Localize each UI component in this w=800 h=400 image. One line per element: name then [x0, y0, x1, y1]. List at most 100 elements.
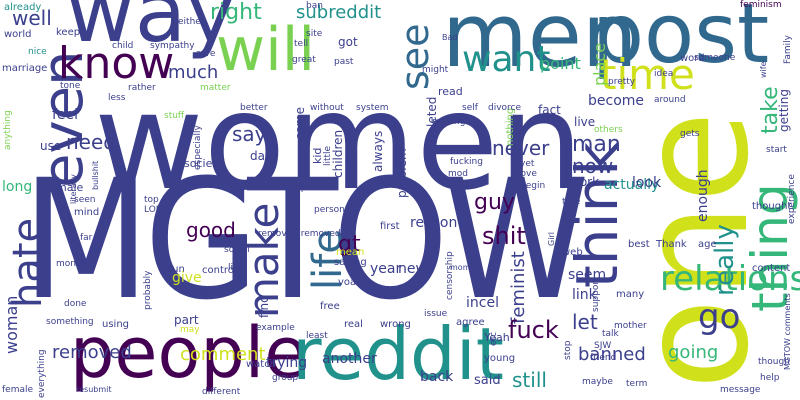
cloud-word: mod [448, 169, 468, 179]
cloud-word: marriage [2, 63, 48, 74]
cloud-word: day [250, 149, 273, 163]
cloud-word: censorship [445, 251, 455, 300]
cloud-word: using [102, 319, 130, 330]
cloud-word: either [178, 17, 205, 27]
cloud-word: voat [338, 277, 361, 288]
cloud-word: feminist [508, 251, 529, 324]
cloud-word: may [180, 325, 200, 335]
cloud-word: rather [128, 83, 156, 93]
cloud-word: divorce [488, 103, 522, 113]
cloud-word: age [698, 239, 717, 250]
cloud-word: know [58, 38, 175, 89]
cloud-word: look [632, 175, 662, 191]
cloud-word: wrong [380, 319, 411, 330]
cloud-word: right [210, 0, 262, 25]
cloud-word: good [186, 218, 236, 242]
cloud-word: removed [52, 342, 132, 363]
cloud-word: seen [74, 195, 96, 205]
cloud-word: talk [602, 329, 619, 339]
cloud-word: real [344, 319, 363, 330]
cloud-word: fuck [508, 316, 559, 344]
cloud-word: Family [783, 35, 793, 64]
cloud-word: true [562, 197, 581, 207]
cloud-word: well [12, 6, 52, 30]
cloud-word: got [338, 35, 358, 49]
cloud-word: around [654, 95, 686, 105]
cloud-word: care [184, 175, 211, 189]
cloud-word: people [70, 312, 308, 394]
cloud-word: Thank [656, 239, 687, 250]
cloud-word: maybe [582, 377, 613, 387]
cloud-word: probably [143, 270, 153, 311]
cloud-word: long [2, 179, 33, 195]
cloud-word: lot [462, 145, 474, 155]
cloud-word: everything [37, 349, 47, 398]
cloud-word: new [398, 261, 427, 277]
cloud-word: going [668, 342, 719, 363]
cloud-word: saying [334, 257, 367, 268]
cloud-word: first [380, 221, 400, 232]
cloud-word: feel [52, 107, 79, 123]
cloud-word: social [224, 245, 250, 255]
cloud-word: child [112, 41, 134, 51]
cloud-word: love [518, 169, 537, 179]
cloud-word: shit [482, 222, 526, 250]
cloud-word: anything [3, 110, 13, 150]
cloud-word: wife [759, 61, 768, 78]
cloud-word: making [432, 117, 466, 127]
cloud-word: money [56, 259, 87, 269]
cloud-word: web [562, 247, 583, 258]
cloud-word: actually [604, 177, 660, 193]
cloud-word: better [240, 103, 268, 113]
cloud-word: understand [345, 126, 355, 178]
cloud-word: reddit [292, 312, 504, 396]
cloud-word: made [238, 115, 264, 125]
cloud-word: mind [74, 207, 100, 218]
cloud-word: least [306, 331, 328, 341]
cloud-word: many [616, 289, 645, 300]
cloud-word: subreddit [296, 2, 382, 23]
cloud-word: work [570, 175, 600, 189]
cloud-word: etc [489, 331, 499, 346]
cloud-word: male [56, 181, 84, 194]
cloud-word: society [184, 157, 224, 170]
cloud-word: go [698, 297, 741, 337]
cloud-word: watch [246, 359, 277, 370]
cloud-word: time [600, 50, 695, 99]
cloud-word: mom [450, 263, 471, 272]
cloud-word: MGTOW [22, 144, 590, 336]
cloud-word: fucking [450, 157, 483, 167]
cloud-word: man [572, 132, 621, 157]
cloud-word: example [256, 323, 295, 333]
cloud-word: past [334, 57, 354, 67]
cloud-word: bullshit [91, 160, 100, 190]
cloud-word: Girl [547, 232, 556, 246]
cloud-word: give [172, 270, 202, 286]
cloud-word: tone [60, 81, 81, 91]
cloud-word: others [594, 125, 623, 135]
cloud-word: help [760, 373, 780, 383]
cloud-word: LOL [144, 205, 161, 215]
cloud-word: site [306, 29, 323, 39]
cloud-word: friend [590, 353, 617, 363]
cloud-word: top [144, 195, 159, 205]
cloud-word: never [492, 136, 550, 160]
cloud-word: link [572, 287, 597, 303]
cloud-word: incel [466, 295, 499, 311]
cloud-word: banned [578, 344, 646, 365]
cloud-word: support [591, 277, 601, 312]
cloud-word: still [512, 368, 547, 392]
cloud-word: find [257, 295, 271, 318]
cloud-word: content [752, 263, 791, 274]
cloud-word: want [462, 39, 551, 80]
cloud-word: though [758, 357, 790, 367]
cloud-word: part [174, 313, 199, 327]
cloud-word: see [393, 23, 437, 90]
cloud-word: Yeah [484, 331, 510, 344]
cloud-word: way [66, 0, 236, 61]
cloud-word: keep [56, 27, 81, 38]
cloud-word: idea [654, 69, 674, 79]
cloud-word: something [46, 317, 94, 327]
cloud-word: agree [456, 317, 485, 328]
cloud-word: live [574, 115, 596, 129]
